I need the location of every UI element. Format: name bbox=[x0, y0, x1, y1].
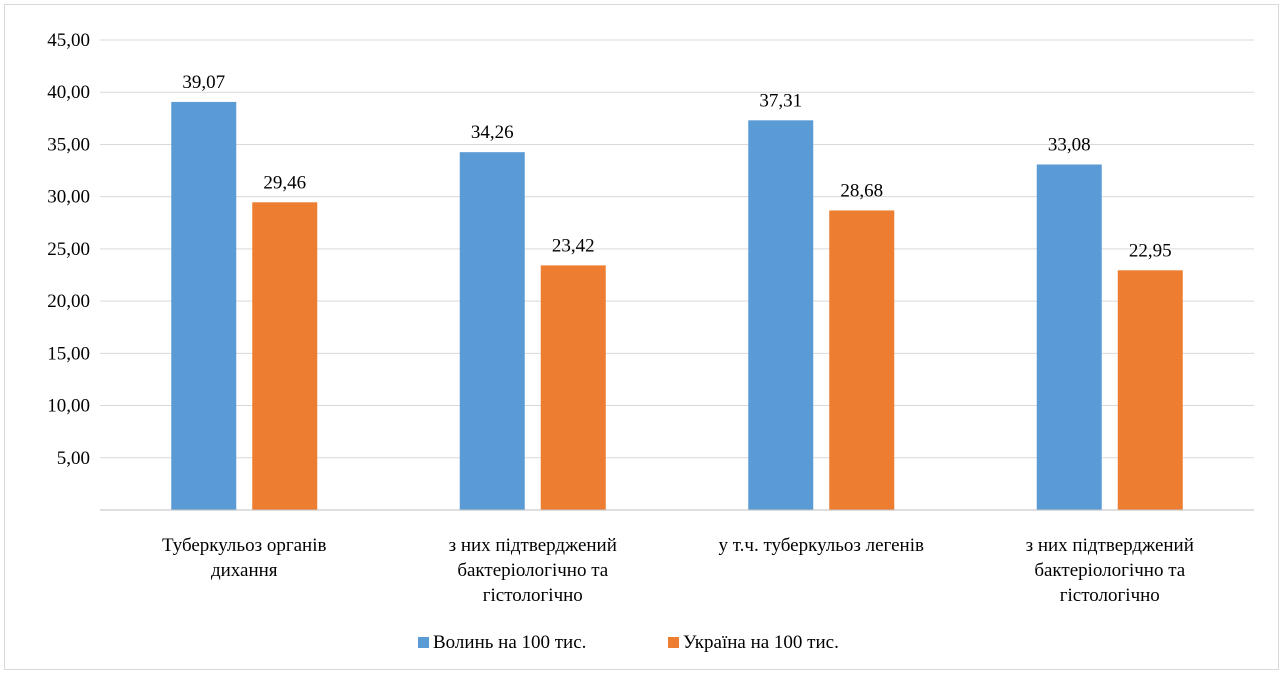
y-tick-label: 35,00 bbox=[47, 134, 90, 155]
x-tick-label: дихання bbox=[211, 560, 278, 581]
bar bbox=[171, 101, 237, 511]
y-tick-label: 25,00 bbox=[47, 239, 90, 260]
bar bbox=[1036, 164, 1102, 510]
bar bbox=[1117, 270, 1183, 510]
data-label: 29,46 bbox=[263, 172, 306, 193]
bar-chart: 45,00 40,00 35,00 30,00 25,00 20,00 15,00 10,00… bbox=[47, 30, 1254, 653]
x-tick-label: бактеріологічно та bbox=[1034, 560, 1185, 581]
y-tick-label: 15,00 bbox=[47, 343, 90, 364]
data-label: 23,42 bbox=[552, 235, 595, 256]
bar bbox=[748, 120, 814, 510]
legend-swatch bbox=[418, 637, 429, 648]
y-tick-label: 20,00 bbox=[47, 291, 90, 312]
x-tick-label: бактеріологічно та bbox=[457, 560, 608, 581]
legend: Волинь на 100 тис. Україна на 100 тис. bbox=[418, 632, 839, 653]
x-axis: Туберкульоз органів дихання з них підтверд… bbox=[100, 509, 1254, 606]
bars bbox=[171, 101, 1183, 511]
bar bbox=[829, 210, 895, 510]
chart-frame: 45,00 40,00 35,00 30,00 25,00 20,00 15,00 10,00… bbox=[4, 4, 1279, 670]
y-tick-label: 30,00 bbox=[47, 187, 90, 208]
x-tick-label: гістологічно bbox=[1060, 585, 1160, 606]
data-label: 22,95 bbox=[1129, 240, 1172, 261]
data-label: 37,31 bbox=[759, 90, 802, 111]
bar bbox=[459, 152, 525, 510]
x-tick-label: у т.ч. туберкульоз легенів bbox=[719, 535, 924, 556]
data-label: 33,08 bbox=[1048, 134, 1091, 155]
data-label: 39,07 bbox=[182, 72, 225, 93]
x-tick-label: з них підтверджений bbox=[1026, 535, 1194, 556]
legend-label: Україна на 100 тис. bbox=[683, 632, 839, 653]
legend-swatch bbox=[668, 637, 679, 648]
x-tick-label: гістологічно bbox=[483, 585, 583, 606]
y-axis: 45,00 40,00 35,00 30,00 25,00 20,00 15,00 10,00… bbox=[47, 30, 90, 469]
x-tick-label: Туберкульоз органів bbox=[162, 535, 326, 556]
y-tick-label: 40,00 bbox=[47, 82, 90, 103]
y-tick-label: 10,00 bbox=[47, 396, 90, 417]
data-label: 28,68 bbox=[840, 180, 883, 201]
y-tick-label: 5,00 bbox=[57, 448, 90, 469]
data-labels: 39,07 29,46 34,26 23,42 37,31 28,68 33,08 22,95 bbox=[182, 72, 1171, 261]
bar bbox=[252, 202, 318, 510]
bar bbox=[540, 265, 606, 510]
y-tick-label: 45,00 bbox=[47, 30, 90, 51]
x-tick-label: з них підтверджений bbox=[449, 535, 617, 556]
legend-label: Волинь на 100 тис. bbox=[433, 632, 586, 653]
data-label: 34,26 bbox=[471, 122, 514, 143]
